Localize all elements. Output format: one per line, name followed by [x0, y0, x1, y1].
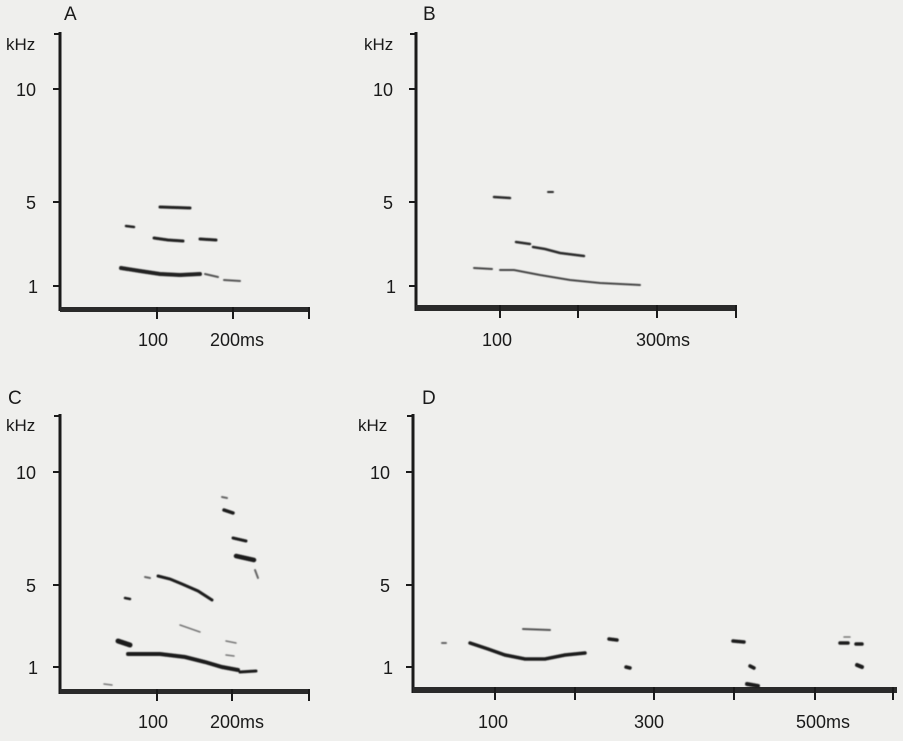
panel-d-ytick-1: 1: [383, 658, 393, 678]
panel-c-xtick-100: 100: [138, 712, 168, 732]
panel-a-y-unit: kHz: [6, 35, 35, 54]
panel-c-y-unit: kHz: [6, 416, 35, 435]
panel-d-ytick-10: 10: [370, 463, 390, 483]
panel-a-ytick-10: 10: [16, 80, 36, 100]
panel-d-y-unit: kHz: [358, 416, 387, 435]
panel-d-y-axis: [406, 414, 415, 693]
panel-d-xtick-500ms: 500ms: [796, 712, 850, 732]
panel-a-letter: A: [64, 4, 77, 25]
panel-c-y-axis: [53, 414, 62, 694]
panel-c-ytick-5: 5: [26, 576, 36, 596]
panel-b-ytick-5: 5: [383, 193, 393, 213]
panel-c-ytick-1: 1: [28, 658, 38, 678]
panel-b-xtick-300ms: 300ms: [636, 330, 690, 350]
panel-a-xtick-100: 100: [138, 330, 168, 350]
panel-d-spectrogram-traces: [441, 628, 864, 688]
panel-a-xtick-200ms: 200ms: [210, 330, 264, 350]
panel-a-ytick-5: 5: [26, 193, 36, 213]
panel-c-letter: C: [8, 388, 22, 409]
panel-d: D kHz 10 5 1 100 300 500ms: [358, 388, 897, 732]
panel-a: A kHz 10 5 1 100 200ms: [6, 4, 310, 350]
panel-d-letter: D: [422, 388, 436, 409]
panel-c-spectrogram-traces: [103, 496, 259, 686]
panel-c-x-axis: [60, 689, 310, 701]
panel-b-ytick-1: 1: [386, 277, 396, 297]
panel-b: B kHz 10 5 1 100 300ms: [364, 4, 737, 350]
panel-b-y-axis: [409, 32, 418, 311]
panel-a-spectrogram-traces: [119, 205, 241, 282]
panel-b-y-unit: kHz: [364, 35, 393, 54]
panel-c-ytick-10: 10: [16, 463, 36, 483]
panel-d-x-axis: [413, 687, 897, 700]
panel-d-ytick-5: 5: [380, 576, 390, 596]
panel-c-xtick-200ms: 200ms: [210, 712, 264, 732]
panel-b-spectrogram-traces: [473, 191, 641, 286]
panel-b-ytick-10: 10: [373, 80, 393, 100]
panel-b-x-axis: [416, 305, 737, 318]
panel-d-xtick-300: 300: [634, 712, 664, 732]
panel-c: C kHz 10 5 1 100 200ms: [6, 388, 310, 732]
panel-b-letter: B: [423, 4, 436, 25]
panel-a-ytick-1: 1: [28, 277, 38, 297]
panel-b-xtick-100: 100: [482, 330, 512, 350]
panel-d-xtick-100: 100: [478, 712, 508, 732]
panel-a-x-axis: [60, 307, 310, 319]
panel-a-y-axis: [53, 32, 62, 311]
